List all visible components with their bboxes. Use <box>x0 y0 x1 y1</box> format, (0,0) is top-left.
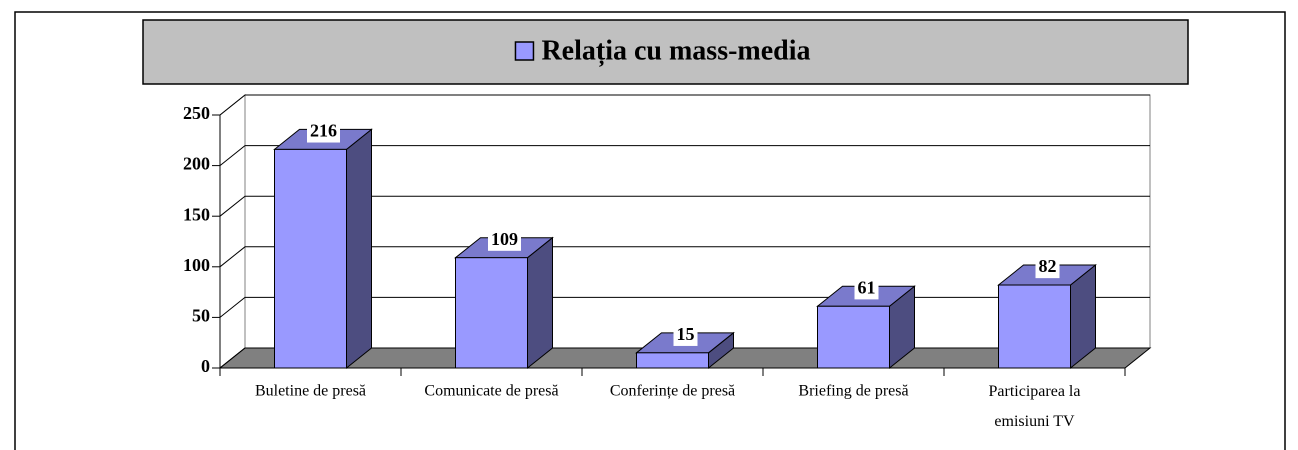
side-wall <box>219 93 246 370</box>
bar <box>454 236 554 370</box>
y-tick-label: 200 <box>183 154 210 174</box>
data-label: 109 <box>491 229 518 249</box>
data-label-bg <box>488 228 521 251</box>
data-label-bg <box>307 120 340 143</box>
bar-front <box>455 257 528 369</box>
bar-side <box>527 236 553 370</box>
x-tick-label: Buletine de presă <box>255 383 366 400</box>
grid-line <box>219 94 1150 116</box>
data-label: 82 <box>1039 256 1057 276</box>
bar-front <box>636 352 709 369</box>
bar-front <box>998 284 1071 369</box>
grid-line <box>219 145 1150 166</box>
x-tick-label: Conferințe de presă <box>610 383 735 400</box>
grid-line <box>219 246 1150 268</box>
data-label: 61 <box>858 277 876 297</box>
data-label: 15 <box>677 324 695 344</box>
title-box <box>142 19 1189 85</box>
data-label: 216 <box>310 121 337 141</box>
x-tick-label: Participarea la emisiuni TV <box>989 383 1081 430</box>
legend-swatch <box>514 41 535 61</box>
x-tick-label: Briefing de presă <box>798 383 908 400</box>
bar <box>816 285 916 370</box>
data-label-bg <box>673 323 698 346</box>
bar <box>273 128 373 370</box>
grid-line <box>219 195 1150 217</box>
y-tick-label: 150 <box>183 204 210 224</box>
data-label-bg <box>1035 256 1060 279</box>
y-tick-label: 250 <box>183 103 210 123</box>
y-tick-label: 0 <box>201 356 210 376</box>
x-tick-label: Comunicate de presă <box>424 383 558 400</box>
bar-side <box>346 128 372 370</box>
data-label-bg <box>854 277 879 300</box>
chart-title: Relația cu mass-media <box>541 35 810 66</box>
bar-front <box>274 148 347 369</box>
bar <box>997 263 1097 370</box>
y-tick-label: 100 <box>183 255 210 275</box>
bar-front <box>817 305 890 369</box>
y-tick-label: 50 <box>192 306 210 326</box>
